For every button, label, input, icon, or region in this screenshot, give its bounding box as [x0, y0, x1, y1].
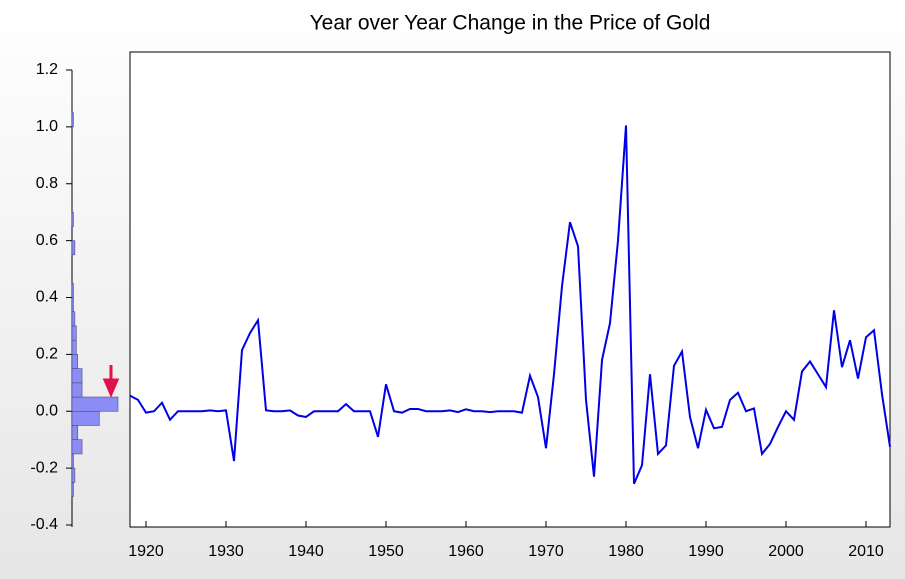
- line-series: [129, 125, 891, 485]
- y-tick-label: 1.2: [36, 61, 58, 78]
- histogram-bar: [71, 467, 76, 483]
- histogram-bar: [71, 482, 74, 497]
- y-tick-label: 0.4: [36, 289, 58, 306]
- x-tick-label: 1970: [528, 543, 564, 560]
- x-tick-label: 2000: [768, 543, 804, 560]
- plot-frame: [129, 51, 891, 528]
- histogram-bar: [71, 439, 83, 455]
- histogram-bar: [71, 354, 79, 369]
- y-tick-label: 0.0: [36, 402, 58, 419]
- histogram-bar: [71, 410, 100, 426]
- histogram-bar: [71, 382, 83, 398]
- annotation-arrow: [102, 365, 120, 398]
- x-tick-label: 1960: [448, 543, 484, 560]
- histogram-bar: [71, 240, 76, 256]
- histogram-bar: [71, 368, 83, 384]
- histogram-bar: [71, 211, 74, 227]
- y-tick-label: 0.6: [36, 232, 58, 249]
- marks: -0.4 -0.2 0.0 0.2 0.4 0.6 0.8 1.0 1.2 1920 1930 194…: [30, 61, 891, 560]
- chart-title: Year over Year Change in the Price of Go…: [310, 12, 711, 35]
- histogram-bar: [71, 282, 74, 298]
- x-tick-label: 1980: [608, 543, 644, 560]
- histogram-bar: [71, 339, 77, 355]
- y-tick-label: 1.0: [36, 118, 58, 135]
- histogram-bar: [71, 453, 74, 469]
- x-tick-label: 1920: [128, 543, 164, 560]
- histogram-bar: [71, 425, 79, 440]
- y-tick-label: 0.8: [36, 175, 58, 192]
- histogram-bar: [71, 112, 74, 128]
- y-tick-label: -0.2: [30, 459, 58, 476]
- histogram-bar: [71, 297, 74, 313]
- histogram-bar: [71, 396, 119, 412]
- x-tick-label: 1990: [688, 543, 724, 560]
- y-tick-label: 0.2: [36, 346, 58, 363]
- x-tick-label: 1950: [368, 543, 404, 560]
- x-tick-label: 2010: [848, 543, 884, 560]
- x-tick-label: 1940: [288, 543, 324, 560]
- x-tick-label: 1930: [208, 543, 244, 560]
- y-tick-label: -0.4: [30, 516, 58, 533]
- histogram-bar: [71, 311, 76, 327]
- histogram-bar: [71, 325, 77, 341]
